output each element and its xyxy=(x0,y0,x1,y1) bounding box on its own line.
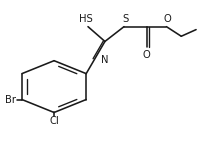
Text: S: S xyxy=(122,14,128,24)
Text: HS: HS xyxy=(79,14,93,24)
Text: Cl: Cl xyxy=(49,116,59,127)
Text: Br: Br xyxy=(5,95,16,104)
Text: O: O xyxy=(143,50,150,60)
Text: O: O xyxy=(164,14,171,24)
Text: N: N xyxy=(101,56,108,66)
